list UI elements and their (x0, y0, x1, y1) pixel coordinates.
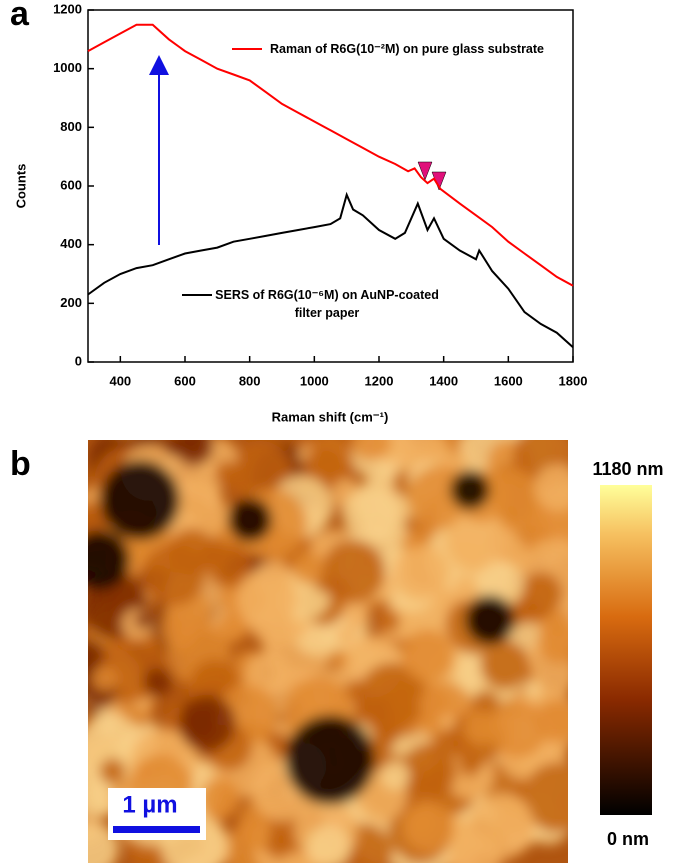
afm-grain (219, 613, 248, 643)
afm-grain (236, 568, 298, 630)
afm-grain (351, 440, 392, 461)
afm-grain (381, 760, 411, 790)
afm-grain (464, 710, 498, 745)
afm-grain (524, 680, 542, 698)
afm-grain (342, 486, 400, 544)
x-tick-label: 600 (174, 373, 196, 388)
afm-grain (265, 832, 293, 859)
afm-grain (199, 777, 241, 819)
colorbar (600, 485, 652, 815)
afm-grain (142, 542, 206, 606)
afm-grain (291, 551, 325, 584)
y-axis-label: Counts (13, 164, 28, 209)
afm-grain (522, 762, 568, 833)
afm-grain (306, 825, 351, 863)
afm-grain (377, 609, 400, 632)
afm-pit (285, 715, 375, 805)
afm-grain (207, 542, 252, 588)
afm-grain (401, 629, 454, 682)
y-tick-label: 800 (60, 119, 82, 134)
series-line (87, 23, 574, 287)
afm-grain (330, 649, 349, 668)
x-tick-label: 1600 (494, 373, 523, 388)
y-tick-label: 200 (60, 295, 82, 310)
afm-pit (450, 470, 490, 510)
x-tick-label: 800 (239, 373, 261, 388)
afm-pit (100, 460, 180, 540)
colorbar-max: 1180 nm (592, 459, 663, 479)
afm-grain (489, 700, 547, 758)
panel-label: b (10, 445, 31, 483)
afm-grain (143, 668, 172, 697)
afm-grain (392, 545, 449, 601)
afm-grain (468, 793, 535, 860)
afm-grain (518, 572, 563, 616)
afm-pit (88, 530, 130, 590)
afm-grain (214, 460, 241, 487)
y-tick-label: 400 (60, 236, 82, 251)
y-tick-label: 1200 (53, 1, 82, 16)
x-tick-label: 1400 (429, 373, 458, 388)
afm-grain (403, 801, 455, 854)
panel-label: a (10, 0, 30, 33)
afm-grain (439, 713, 456, 730)
afm-grain (540, 609, 568, 638)
afm-grain (91, 665, 118, 692)
legend-entry: SERS of R6G(10⁻⁶M) on AuNP-coated filter… (215, 288, 439, 320)
series-line (87, 191, 574, 349)
afm-pit (465, 595, 515, 645)
afm-grain (446, 509, 509, 573)
x-tick-label: 400 (109, 373, 131, 388)
afm-grain (305, 443, 346, 484)
afm-grain (534, 463, 568, 512)
peak-marker (417, 161, 433, 181)
afm-grain (321, 539, 386, 604)
afm-grain (115, 689, 133, 707)
y-tick-label: 600 (60, 177, 82, 192)
afm-grain (175, 440, 214, 466)
x-tick-label: 1200 (365, 373, 394, 388)
scale-bar (113, 826, 200, 833)
afm-grain (99, 758, 126, 785)
afm-grain (135, 611, 152, 629)
x-tick-label: 1000 (300, 373, 329, 388)
y-tick-label: 1000 (53, 60, 82, 75)
afm-grain (401, 743, 457, 799)
afm-grain (418, 687, 450, 719)
y-tick-label: 0 (75, 353, 82, 368)
afm-grain (480, 639, 530, 690)
legend-entry: Raman of R6G(10⁻²M) on pure glass substr… (269, 42, 544, 56)
colorbar-min: 0 nm (607, 829, 649, 849)
scale-label: 1 µm (122, 791, 177, 818)
afm-grain (178, 694, 236, 752)
afm-pit (228, 498, 272, 542)
afm-grain (336, 628, 354, 645)
x-tick-label: 1800 (559, 373, 588, 388)
afm-grain (245, 650, 290, 695)
afm-grain (453, 575, 480, 602)
afm-grain (358, 662, 427, 731)
x-axis-label: Raman shift (cm⁻¹) (272, 409, 389, 424)
